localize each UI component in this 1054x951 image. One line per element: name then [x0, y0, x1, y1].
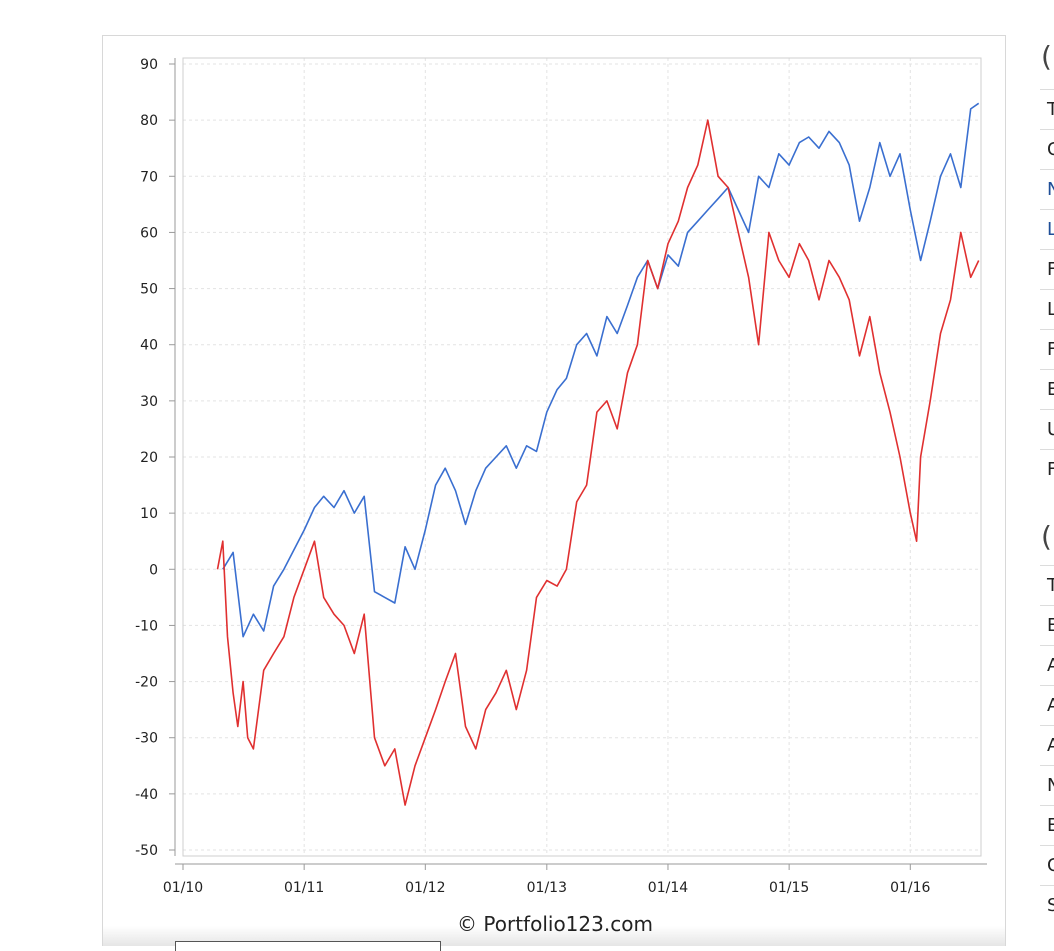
y-tick-label: -10	[135, 618, 158, 634]
table-row: T	[1040, 565, 1054, 605]
y-tick-label: 0	[149, 562, 158, 578]
y-tick-label: 90	[140, 57, 158, 73]
y-tick-label: 40	[140, 338, 158, 354]
table-row: U	[1040, 409, 1054, 449]
table-row: L	[1040, 289, 1054, 329]
table-row: N	[1040, 765, 1054, 805]
x-tick-labels: 01/10 01/11 01/12 01/13 01/14 01/15 01/16	[163, 864, 931, 896]
chart-panel: 90 80 70 60 50 40 30 20 10 0 -10 -20 -30 -40 -50 01/10…	[102, 35, 1006, 946]
series-line-2	[216, 119, 980, 806]
table-row: E	[1040, 605, 1054, 645]
x-tick-label: 01/14	[648, 880, 688, 896]
table-row: A	[1040, 725, 1054, 765]
x-tick-label: 01/15	[769, 880, 809, 896]
table-row: F	[1040, 329, 1054, 369]
table-row: A	[1040, 685, 1054, 725]
y-tick-label: 20	[140, 450, 158, 466]
series-line-1	[222, 102, 980, 638]
copyright-label: © Portfolio123.com	[457, 912, 653, 936]
x-tick-label: 01/11	[284, 880, 324, 896]
plot-area-border	[182, 57, 982, 857]
table-row: S	[1040, 885, 1054, 925]
section-heading: (	[1041, 520, 1052, 553]
table-row: L	[1040, 209, 1054, 249]
table-row: C	[1040, 129, 1054, 169]
table-row: C	[1040, 845, 1054, 885]
section-heading: (	[1041, 40, 1052, 73]
y-tick-label: -20	[135, 675, 158, 691]
y-tick-label: -50	[135, 843, 158, 859]
y-tick-label: 10	[140, 506, 158, 522]
table-row: A	[1040, 645, 1054, 685]
performance-chart: 90 80 70 60 50 40 30 20 10 0 -10 -20 -30 -40 -50 01/10…	[135, 57, 987, 936]
x-tick-label: 01/13	[527, 880, 567, 896]
table-row: N	[1040, 169, 1054, 209]
side-table: (T C N L F L F E U F(T E A A A N E C S	[1040, 35, 1054, 946]
y-tick-label: 70	[140, 169, 158, 185]
y-tick-label: 60	[140, 225, 158, 241]
x-tick-label: 01/16	[890, 880, 930, 896]
table-row: F	[1040, 449, 1054, 489]
grid-lines	[182, 58, 981, 856]
table-row: T	[1040, 89, 1054, 129]
series-layer	[216, 102, 980, 806]
y-tick-label: 80	[140, 113, 158, 129]
table-row: E	[1040, 805, 1054, 845]
y-tick-label: -40	[135, 787, 158, 803]
table-row: E	[1040, 369, 1054, 409]
y-tick-label: 50	[140, 282, 158, 298]
y-tick-label: -30	[135, 731, 158, 747]
y-tick-labels: 90 80 70 60 50 40 30 20 10 0 -10 -20 -30 -40 -50	[135, 57, 175, 859]
table-row: F	[1040, 249, 1054, 289]
axes	[174, 57, 987, 865]
x-tick-label: 01/10	[163, 880, 203, 896]
y-tick-label: 30	[140, 394, 158, 410]
lower-panel-frame	[175, 941, 441, 951]
x-tick-label: 01/12	[405, 880, 445, 896]
